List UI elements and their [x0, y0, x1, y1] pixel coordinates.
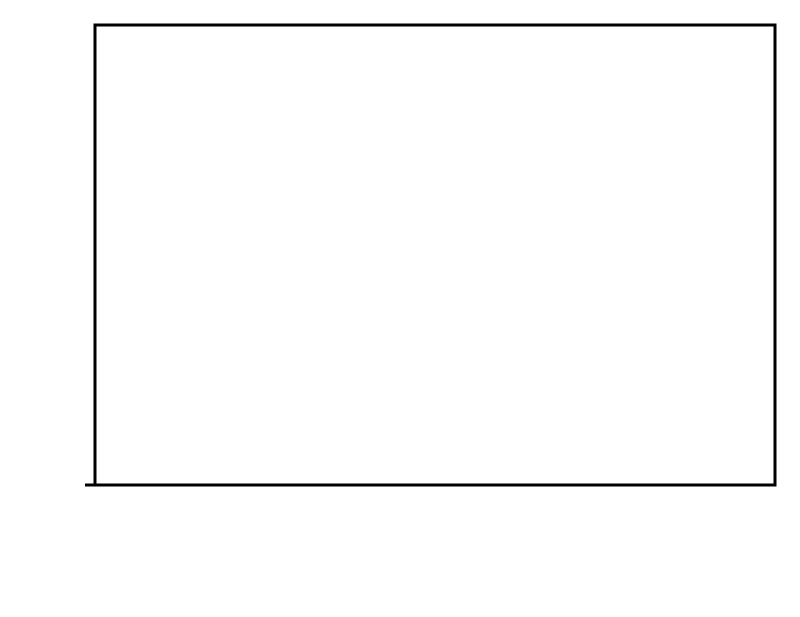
plot-frame	[95, 25, 775, 485]
chart-svg	[0, 0, 800, 612]
egfp-bar-chart	[0, 0, 800, 612]
